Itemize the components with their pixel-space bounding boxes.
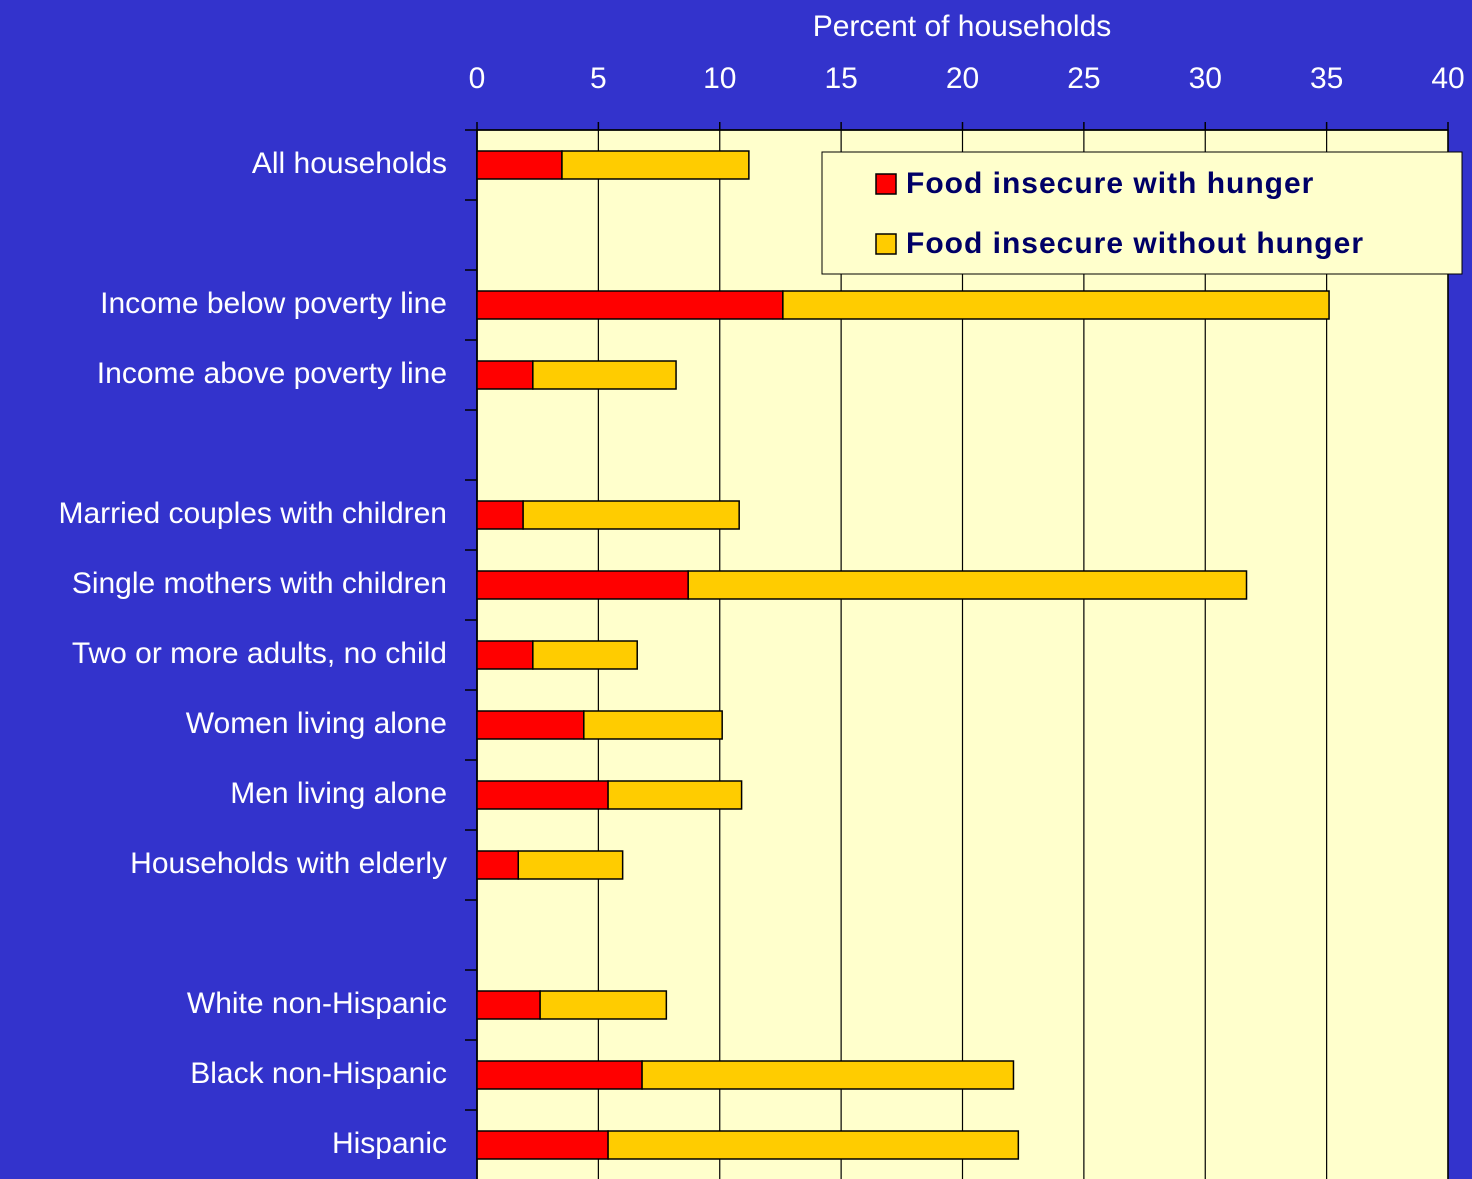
- bar-segment: [476, 150, 563, 180]
- bar-segment: [476, 570, 689, 600]
- bar-segment: [476, 990, 541, 1020]
- bar-segment: [476, 780, 609, 810]
- bar-segment: [641, 1060, 1015, 1090]
- bar-segment: [607, 1130, 1020, 1160]
- bar-segment: [476, 500, 524, 530]
- y-tick-label: Hispanic: [332, 1127, 447, 1160]
- y-tick-label: White non-Hispanic: [187, 987, 447, 1020]
- x-tick-label: 0: [469, 62, 486, 95]
- y-tick-label: Women living alone: [186, 707, 447, 740]
- legend-swatch: [875, 173, 897, 195]
- legend-box: [821, 151, 1463, 275]
- y-tick-label: Men living alone: [230, 777, 447, 810]
- bar-segment: [476, 850, 520, 880]
- bar-segment: [687, 570, 1248, 600]
- bar-segment: [583, 710, 723, 740]
- x-tick-label: 40: [1431, 62, 1464, 95]
- y-tick-label: Households with elderly: [130, 847, 447, 880]
- x-tick-label: 25: [1067, 62, 1100, 95]
- bar-segment: [532, 360, 677, 390]
- x-tick-label: 15: [824, 62, 857, 95]
- bar-segment: [517, 850, 624, 880]
- legend-swatch: [875, 233, 897, 255]
- y-tick-label: Income above poverty line: [97, 357, 447, 390]
- bar-segment: [476, 1060, 643, 1090]
- x-axis-title: Percent of households: [813, 10, 1112, 43]
- y-tick-label: All households: [252, 147, 447, 180]
- y-tick-label: Single mothers with children: [72, 567, 447, 600]
- bar-segment: [532, 640, 638, 670]
- bar-segment: [607, 780, 743, 810]
- bar-segment: [476, 290, 784, 320]
- bar-segment: [782, 290, 1330, 320]
- y-tick-label: Income below poverty line: [100, 287, 447, 320]
- y-tick-label: Married couples with children: [58, 497, 447, 530]
- bar-segment: [476, 640, 534, 670]
- y-tick-label: Black non-Hispanic: [190, 1057, 447, 1090]
- x-tick-label: 30: [1189, 62, 1222, 95]
- bar-segment: [561, 150, 750, 180]
- bar-segment: [476, 360, 534, 390]
- x-tick-label: 5: [590, 62, 607, 95]
- bar-segment: [476, 710, 585, 740]
- legend-label: Food insecure without hunger: [906, 227, 1364, 260]
- y-tick-label: Two or more adults, no child: [72, 637, 447, 670]
- x-tick-label: 35: [1310, 62, 1343, 95]
- bar-segment: [476, 1130, 609, 1160]
- bar-segment: [539, 990, 668, 1020]
- x-tick-label: 10: [703, 62, 736, 95]
- bar-segment: [522, 500, 740, 530]
- x-tick-label: 20: [946, 62, 979, 95]
- legend-label: Food insecure with hunger: [906, 167, 1314, 200]
